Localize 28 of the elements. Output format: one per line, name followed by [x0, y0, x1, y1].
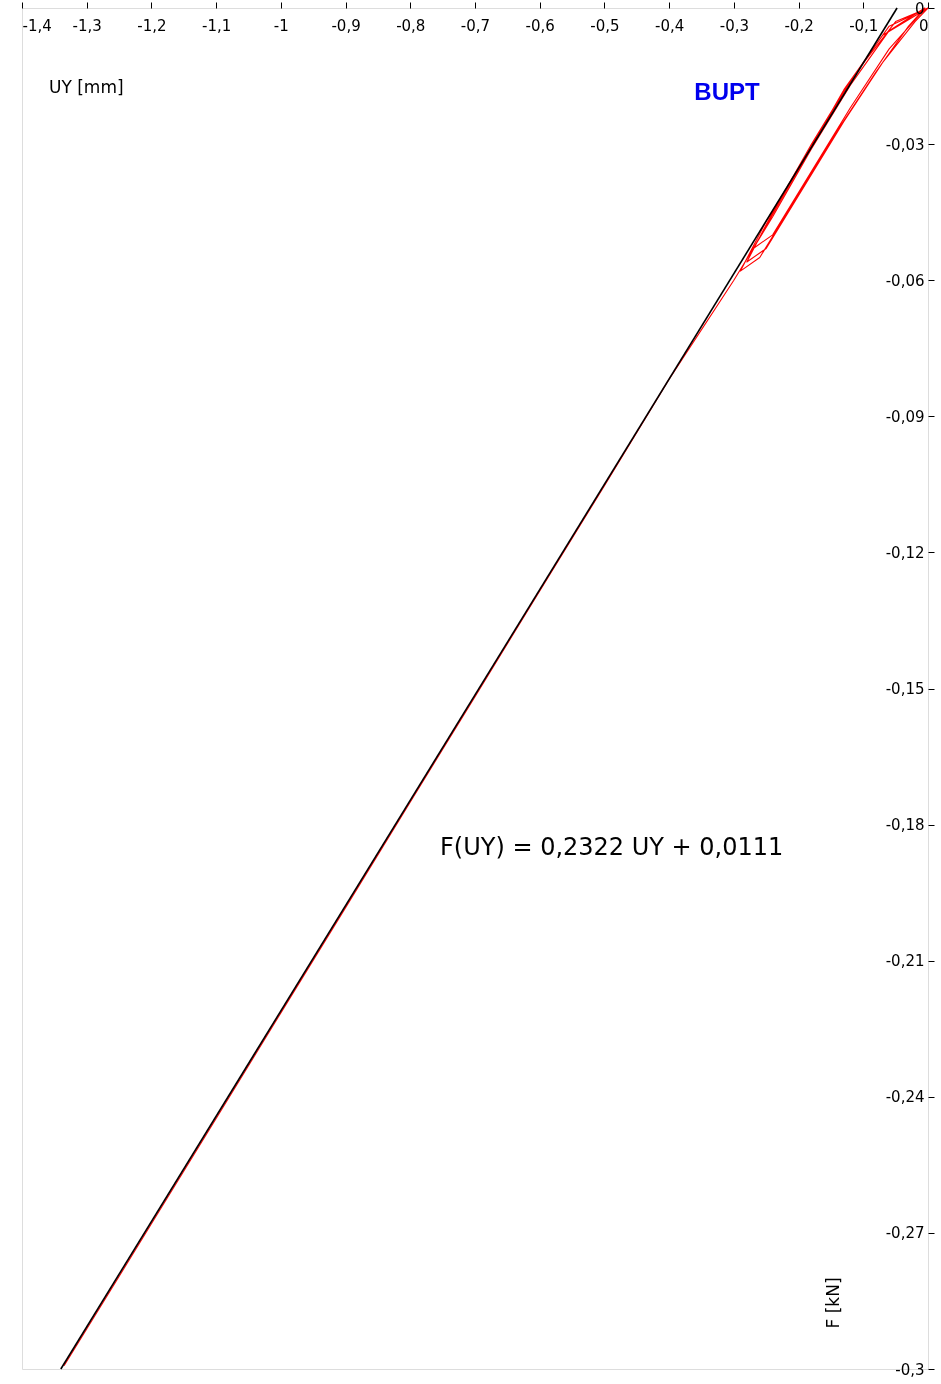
x-tick-label: -0,9 [331, 16, 361, 35]
x-tick-label: -1,3 [72, 16, 102, 35]
x-tick-label: -0,8 [396, 16, 426, 35]
y-tick-label: -0,12 [885, 543, 925, 562]
y-tick-label: -0,27 [885, 1224, 925, 1243]
x-tick-label: -0,1 [849, 16, 879, 35]
x-tick-label: -1,2 [137, 16, 167, 35]
y-tick-label: -0,3 [895, 1360, 925, 1379]
x-tick-label: -0,3 [719, 16, 749, 35]
x-tick-label: -0,7 [460, 16, 491, 35]
y-tick-label: -0,06 [885, 271, 925, 290]
x-tick-label: -1,4 [22, 16, 52, 35]
y-tick-label: -0,03 [885, 135, 925, 154]
x-tick-label: -0,5 [590, 16, 620, 35]
y-axis-title: F [kN] [823, 1277, 843, 1329]
y-tick-label: -0,15 [885, 680, 925, 698]
x-tick-label: -0,2 [784, 16, 814, 35]
y-tick-label: -0,09 [885, 407, 925, 426]
x-tick-label: -0,4 [655, 16, 685, 35]
y-tick-label: -0,18 [885, 816, 925, 835]
x-tick-label: -1,1 [202, 16, 232, 35]
x-axis-title: UY [mm] [49, 77, 124, 97]
y-tick-label: -0,24 [885, 1088, 925, 1107]
y-tick-label: -0,21 [885, 952, 925, 971]
annotation: BUPT [694, 78, 760, 105]
x-tick-label: -1 [273, 16, 289, 35]
annotation: F(UY) = 0,2322 UY + 0,0111 [440, 833, 784, 861]
x-tick-label: -0,6 [525, 16, 555, 35]
